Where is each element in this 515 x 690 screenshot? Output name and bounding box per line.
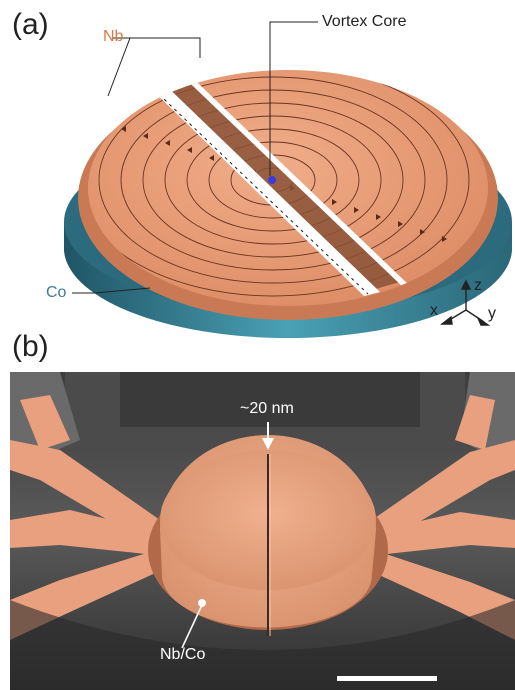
disk-schematic bbox=[64, 21, 512, 338]
axes-glyph bbox=[439, 279, 491, 326]
gap-width-label: ~20 nm bbox=[240, 400, 294, 417]
scale-bar bbox=[337, 676, 437, 681]
panel-a-label: (a) bbox=[12, 8, 49, 41]
axis-y-label: y bbox=[488, 305, 496, 322]
leader-lines bbox=[72, 21, 318, 294]
nbco-label: Nb/Co bbox=[160, 646, 206, 663]
vortex-core-label: Vortex Core bbox=[322, 13, 407, 30]
gap-strip-white bbox=[140, 74, 380, 296]
axis-x-label: x bbox=[430, 302, 438, 319]
panel-b-label: (b) bbox=[12, 330, 49, 363]
axis-z-label: z bbox=[474, 277, 482, 294]
co-label: Co bbox=[46, 284, 67, 301]
nb-label: Nb bbox=[103, 28, 124, 45]
vortex-core-dot bbox=[268, 176, 276, 184]
